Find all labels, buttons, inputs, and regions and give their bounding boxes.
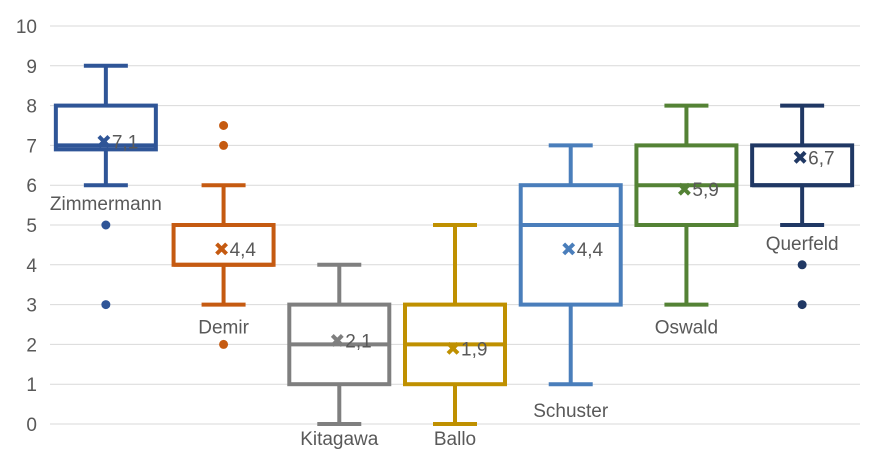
- mean-marker: [446, 341, 460, 355]
- box-oswald: [634, 103, 739, 307]
- box-schuster: [518, 143, 623, 387]
- mean-data-label: 1,9: [461, 339, 487, 360]
- y-tick-label: 2: [26, 335, 37, 356]
- box-querfeld: [750, 103, 855, 310]
- category-label: Schuster: [533, 401, 609, 422]
- category-label: Demir: [198, 317, 249, 338]
- outlier-point: [101, 300, 111, 310]
- category-label: Querfeld: [766, 234, 839, 255]
- mean-marker: [562, 242, 576, 256]
- y-tick-label: 3: [26, 296, 37, 317]
- mean-marker: [330, 334, 344, 347]
- mean-data-label: 7,1: [112, 132, 138, 153]
- y-tick-label: 10: [16, 17, 37, 38]
- y-axis-tick-labels: 0 1 2 3 4 5 6 7 8 9 10: [16, 17, 38, 436]
- outlier-point: [797, 300, 807, 310]
- y-tick-label: 9: [26, 57, 37, 78]
- y-tick-label: 4: [26, 256, 37, 277]
- mean-marker: [215, 242, 228, 256]
- category-label: Kitagawa: [300, 429, 379, 450]
- data-labels: 7,1 Zimmermann 4,4 Demir 2,1 Kitagawa 1,9 Ballo…: [50, 132, 839, 450]
- box-series: [53, 63, 855, 426]
- mean-data-label: 2,1: [345, 331, 371, 352]
- mean-marker: [678, 182, 691, 196]
- y-tick-label: 5: [26, 216, 37, 237]
- outlier-point: [219, 140, 229, 150]
- category-label: Ballo: [434, 429, 476, 450]
- y-tick-label: 7: [26, 136, 37, 157]
- mean-marker: [793, 150, 807, 164]
- outlier-point: [797, 260, 807, 270]
- mean-data-label: 4,4: [577, 240, 604, 261]
- box-demir: [171, 121, 276, 349]
- box-zimmermann: [53, 63, 158, 310]
- mean-data-label: 4,4: [230, 240, 257, 261]
- outlier-point: [219, 339, 229, 349]
- iqr-box: [750, 143, 855, 188]
- mean-marker: [97, 135, 111, 148]
- y-tick-label: 6: [26, 176, 37, 197]
- y-tick-label: 0: [26, 415, 37, 436]
- outlier-point: [219, 121, 229, 130]
- mean-data-label: 6,7: [808, 148, 834, 169]
- mean-data-label: 5,9: [692, 180, 718, 201]
- box-ballo: [403, 223, 507, 426]
- y-tick-label: 8: [26, 97, 37, 118]
- y-tick-label: 1: [26, 375, 37, 396]
- category-label: Zimmermann: [50, 194, 162, 215]
- box-kitagawa: [287, 262, 392, 426]
- outlier-point: [101, 220, 111, 230]
- category-label: Oswald: [655, 317, 718, 338]
